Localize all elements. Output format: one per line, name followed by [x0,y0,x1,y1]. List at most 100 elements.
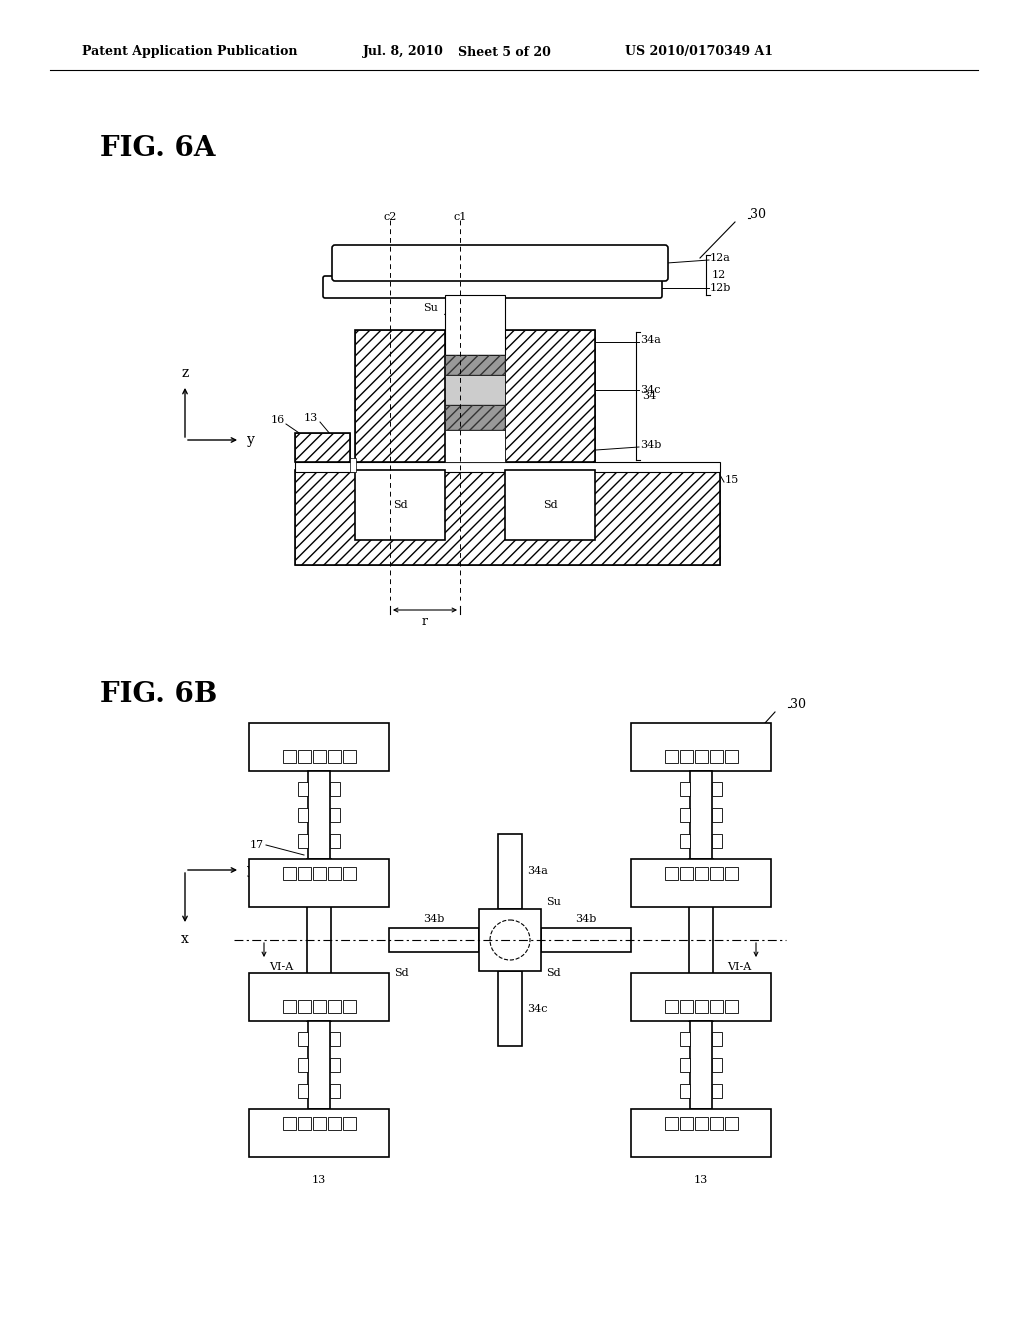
Bar [690,1020,712,1109]
Text: 34a: 34a [527,866,548,876]
Bar [328,750,341,763]
Bar [631,723,771,771]
Bar [710,1117,723,1130]
Bar [725,1117,737,1130]
Bar [342,867,355,880]
Bar [249,1109,389,1158]
Bar [389,928,479,952]
Text: 34c: 34c [527,1003,548,1014]
Text: Su: Su [546,898,561,907]
Bar [249,723,389,771]
Bar [680,750,692,763]
Bar [505,330,595,462]
Text: Sheet 5 of 20: Sheet 5 of 20 [458,45,551,58]
Text: c2: c2 [383,213,396,222]
Text: 34: 34 [642,391,656,401]
Bar [680,867,692,880]
Bar [283,1001,296,1012]
Bar [328,1117,341,1130]
Text: 13: 13 [694,1175,709,1185]
Bar [330,1059,340,1072]
Text: 34c: 34c [640,385,660,395]
Bar [445,355,505,375]
Bar [665,1117,678,1130]
Bar [712,1085,722,1098]
Bar [298,834,308,849]
Bar [680,1085,690,1098]
Bar [694,1117,708,1130]
Bar [350,458,356,473]
Bar [295,470,720,565]
Bar [712,1032,722,1045]
Bar [725,867,737,880]
Bar [298,1001,310,1012]
FancyBboxPatch shape [332,246,668,281]
Bar [541,928,631,952]
Bar [445,405,505,430]
Bar [631,973,771,1020]
Text: y: y [247,863,255,876]
Text: Ss1: Ss1 [418,411,438,421]
Bar [712,781,722,796]
Bar [505,330,595,462]
Bar [710,867,723,880]
Bar [298,867,310,880]
Bar [308,771,330,859]
Text: Sd: Sd [546,968,560,978]
Text: 17: 17 [250,840,264,850]
Bar [283,750,296,763]
Bar [712,808,722,822]
Bar [694,867,708,880]
Bar [298,1085,308,1098]
FancyBboxPatch shape [323,276,662,298]
Bar [328,1001,341,1012]
Bar [665,867,678,880]
Bar [680,781,690,796]
Text: 15: 15 [725,475,739,484]
Bar [355,330,445,462]
Text: z: z [181,366,188,380]
Text: US 2010/0170349 A1: US 2010/0170349 A1 [625,45,773,58]
Bar [298,781,308,796]
Bar [249,859,389,907]
Bar [694,1001,708,1012]
Bar [445,355,505,375]
Bar [298,750,310,763]
Bar [694,750,708,763]
Text: 34b: 34b [640,440,662,450]
Bar [355,330,445,462]
Bar [631,859,771,907]
Bar [295,433,350,462]
Text: Sd: Sd [543,500,557,510]
Bar [680,1001,692,1012]
Bar [680,808,690,822]
Text: 34b: 34b [423,913,444,924]
Text: FIG. 6A: FIG. 6A [100,135,215,161]
Bar [505,470,595,540]
Bar [295,433,350,462]
Text: 12b: 12b [710,282,731,293]
Text: Sd: Sd [394,968,409,978]
Bar [283,1117,296,1130]
Text: x: x [181,932,189,946]
Bar [689,859,713,1020]
Bar [710,1001,723,1012]
Bar [312,750,326,763]
Bar [330,1032,340,1045]
Bar [312,1117,326,1130]
Bar [690,771,712,859]
Bar [712,834,722,849]
Text: VI-A: VI-A [727,962,751,972]
Bar [342,750,355,763]
Text: 34b: 34b [575,913,597,924]
Text: 34a: 34a [640,335,660,345]
Text: 30: 30 [790,698,806,711]
Bar [680,834,690,849]
Bar [445,294,505,355]
Bar [307,859,331,1020]
Bar [330,781,340,796]
Bar [445,405,505,430]
Bar [330,1085,340,1098]
Bar [498,834,522,909]
Text: 16: 16 [270,414,285,425]
